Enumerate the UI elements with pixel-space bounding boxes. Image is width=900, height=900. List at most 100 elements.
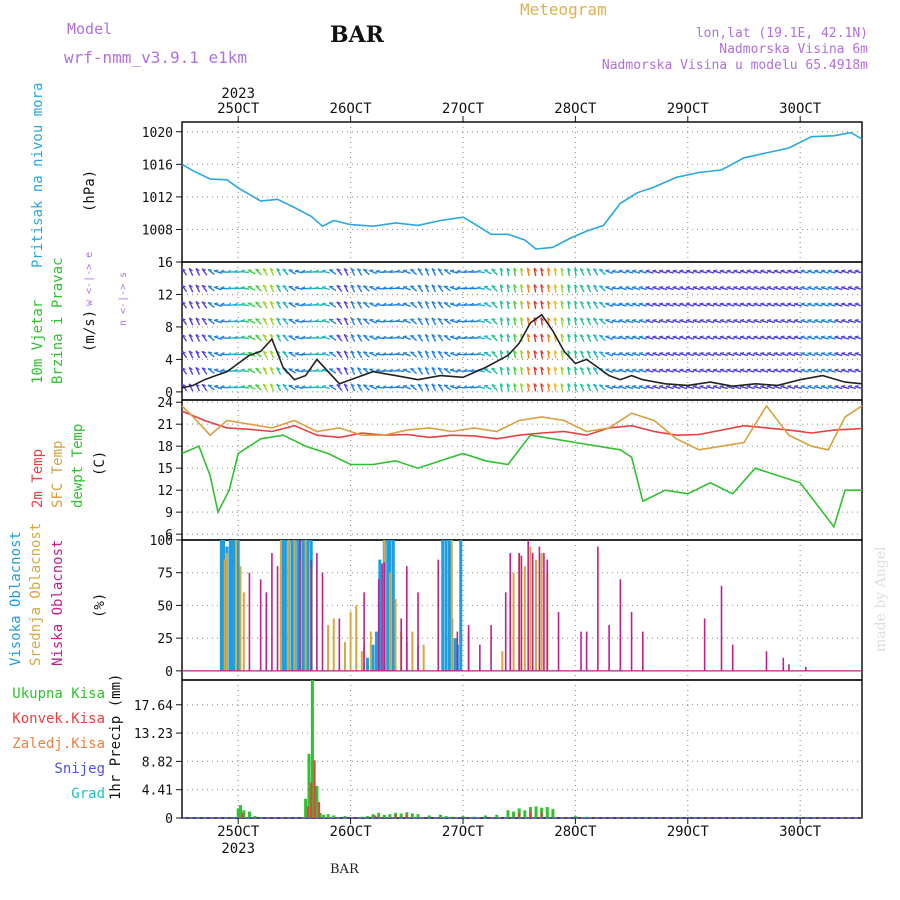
y-tick-label: 8 — [165, 321, 173, 336]
wind-arrowhead — [207, 301, 213, 304]
y-tick-label: 13.23 — [134, 727, 173, 742]
wind-arrowhead — [611, 384, 616, 388]
wind-arrowhead — [665, 335, 670, 338]
wind-arrow — [625, 336, 634, 340]
wind-arrowhead — [645, 302, 650, 305]
wind-arrow — [195, 284, 201, 293]
wind-arrowhead — [450, 368, 455, 371]
wind-arrow — [659, 336, 668, 340]
cloud-bar — [338, 618, 341, 671]
wind-arrow — [449, 385, 459, 390]
cloud-bar — [518, 553, 520, 671]
wind-arrowhead — [625, 269, 630, 272]
wind-arrow — [827, 286, 836, 291]
wind-arrowhead — [262, 350, 267, 354]
wind-arrow — [712, 336, 722, 340]
wind-arrow — [294, 352, 303, 357]
wind-arrowhead — [807, 269, 812, 272]
wind-arrow — [632, 270, 641, 274]
wind-arrow — [417, 350, 424, 359]
wind-arrowhead — [625, 384, 630, 388]
wind-arrowhead — [506, 333, 511, 338]
cloud-bar — [448, 540, 452, 671]
wind-arrow — [685, 319, 695, 324]
wind-arrow — [787, 352, 796, 357]
wind-arrowhead — [343, 366, 348, 371]
page-title: BAR — [330, 22, 384, 48]
wind-arrowhead — [402, 285, 408, 288]
wind-arrowhead — [553, 317, 558, 322]
wind-arrowhead — [456, 385, 461, 388]
wind-arrowhead — [854, 269, 859, 272]
wind-arrowhead — [262, 317, 267, 321]
wind-arrow — [396, 270, 405, 274]
wind-arrow — [491, 285, 498, 292]
cloud-bar — [459, 540, 463, 671]
cloud-bar — [349, 611, 352, 671]
wind-arrow — [652, 303, 661, 307]
wind-arrowhead — [586, 366, 591, 371]
wind-arrow — [560, 267, 564, 277]
wind-arrowhead — [343, 300, 348, 305]
wind-arrow — [547, 366, 550, 376]
wind-arrowhead — [533, 350, 538, 355]
wind-arrowhead — [195, 284, 200, 288]
wind-arrowhead — [410, 318, 415, 321]
wind-arrowhead — [807, 285, 812, 289]
precip-bar — [253, 816, 257, 818]
wind-arrow — [726, 385, 735, 390]
cloud-bar — [299, 540, 301, 671]
wind-arrowhead — [593, 367, 598, 371]
cloud-bar — [219, 540, 223, 671]
wind-arrow — [753, 286, 762, 291]
wind-arrow — [760, 286, 769, 291]
wind-arrow — [574, 366, 577, 376]
wind-arrowhead — [706, 368, 711, 371]
wind-arrow — [592, 317, 599, 326]
wind-arrow — [766, 303, 776, 307]
wind-arrow — [586, 268, 592, 276]
precip-bar — [247, 811, 251, 818]
wind-arrow — [827, 303, 836, 307]
wind-arrow — [207, 384, 215, 391]
wind-arrow — [213, 270, 222, 274]
wind-arrow — [213, 385, 222, 390]
wind-arrow — [712, 352, 722, 357]
wind-arrowhead — [746, 384, 751, 388]
wind-arrowhead — [739, 335, 745, 338]
wind-arrow — [773, 270, 782, 274]
wind-arrow — [491, 318, 498, 325]
wind-arrowhead — [807, 351, 812, 355]
wind-arrow — [800, 319, 809, 324]
wind-arrow — [854, 385, 863, 390]
wind-arrow — [692, 319, 701, 324]
wind-arrowhead — [625, 351, 630, 355]
precip-bar — [374, 815, 377, 818]
wind-arrowhead — [540, 267, 544, 272]
wind-arrowhead — [476, 335, 482, 338]
wind-arrow — [410, 301, 418, 309]
wind-arrowhead — [491, 301, 496, 304]
wind-arrowhead — [321, 335, 327, 338]
wind-arrow — [685, 369, 695, 373]
wind-arrowhead — [269, 267, 274, 272]
wind-arrow — [417, 334, 424, 342]
wind-arrowhead — [269, 284, 274, 288]
wind-arrowhead — [834, 302, 839, 305]
wind-arrow — [362, 301, 370, 309]
precip-bar — [365, 816, 369, 818]
wind-arrowhead — [527, 366, 531, 371]
wind-arrow — [526, 267, 530, 277]
wind-arrowhead — [827, 351, 832, 355]
wind-arrowhead — [282, 383, 287, 387]
wind-arrow — [424, 383, 430, 392]
wind-arrow — [321, 336, 330, 340]
wind-arrow — [692, 303, 701, 307]
wind-arrowhead — [686, 335, 691, 338]
wind-arrow — [282, 351, 289, 358]
wind-arrowhead — [574, 350, 578, 355]
wind-arrow — [579, 367, 585, 375]
wind-arrow — [672, 352, 681, 357]
wind-arrow — [540, 317, 544, 326]
wind-arrowhead — [618, 368, 623, 371]
